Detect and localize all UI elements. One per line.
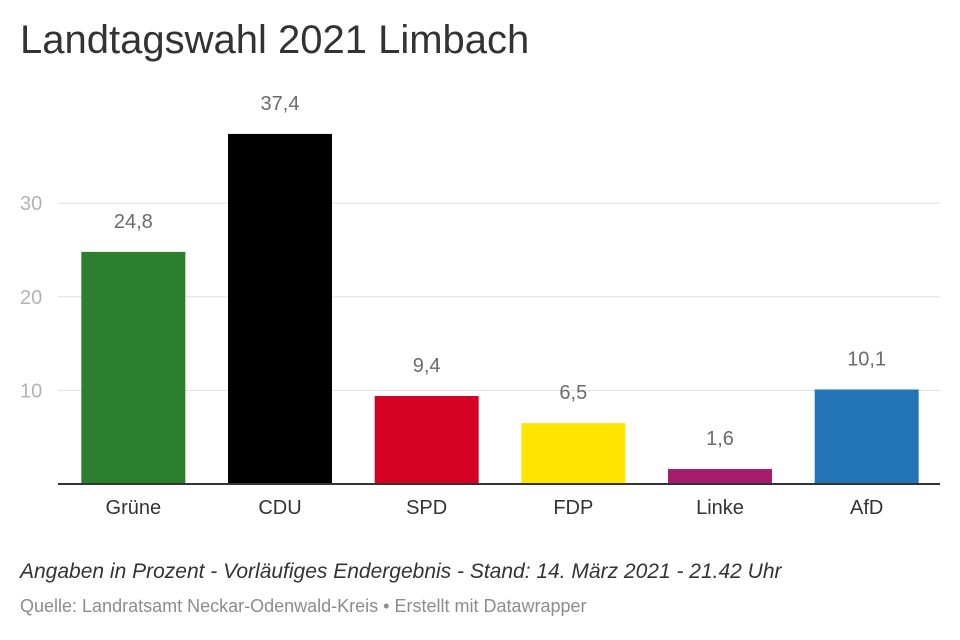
chart-title: Landtagswahl 2021 Limbach (20, 18, 530, 62)
x-tick-label: Linke (696, 497, 744, 519)
bar (228, 133, 332, 484)
bar (668, 469, 772, 484)
bar (81, 251, 186, 484)
bar (521, 423, 626, 484)
chart-source: Quelle: Landratsamt Neckar-Odenwald-Krei… (20, 596, 587, 616)
bar-value-label: 37,4 (261, 93, 300, 115)
x-tick-label: AfD (850, 497, 883, 519)
bar-value-label: 10,1 (847, 348, 886, 370)
y-tick-label: 10 (20, 380, 42, 402)
y-tick-label: 30 (20, 193, 42, 215)
bar-value-label: 9,4 (413, 355, 441, 377)
x-tick-label: Grüne (106, 497, 162, 519)
bar-value-label: 6,5 (559, 382, 587, 404)
x-tick-label: SPD (406, 497, 447, 519)
bar (814, 389, 919, 484)
bar (374, 396, 479, 484)
x-tick-label: FDP (553, 497, 593, 519)
bar-value-label: 24,8 (114, 211, 153, 233)
chart-note: Angaben in Prozent - Vorläufiges Enderge… (20, 560, 782, 583)
x-tick-label: CDU (258, 497, 301, 519)
bar-value-label: 1,6 (706, 428, 734, 450)
bar-chart: 10 20 30 24,8 Grüne 37,4 CDU 9,4 SPD 6,5 FDP 1,6 Lin… (20, 93, 940, 519)
y-tick-label: 20 (20, 287, 42, 309)
